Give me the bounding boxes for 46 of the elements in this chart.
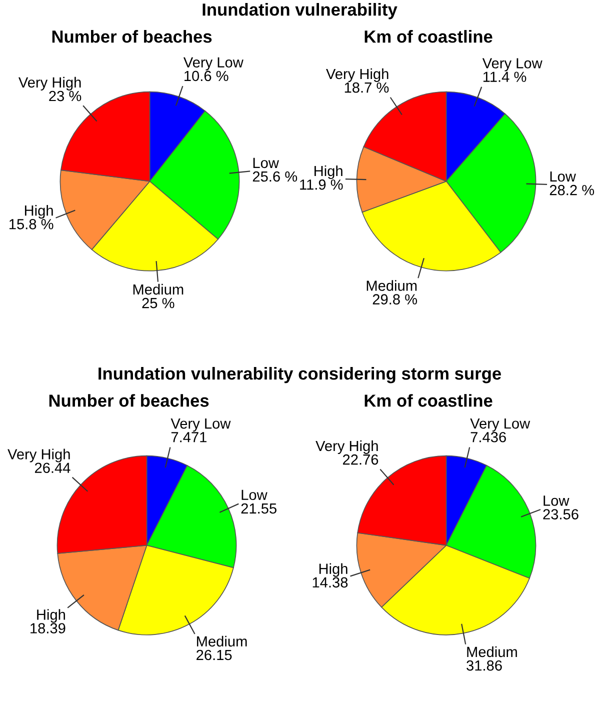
text: Inundation vulnerability considering storm surge — [98, 366, 502, 384]
slice-label: Medium — [133, 284, 184, 295]
slice-label: Low — [242, 490, 268, 500]
slice-label: Very High — [316, 440, 378, 454]
data-label: 28.2 % — [550, 184, 594, 196]
slice-label: Very Low — [470, 418, 530, 432]
data-label: 25.6 % — [252, 171, 298, 182]
slice-label: High — [314, 165, 342, 180]
data-label: 25 % — [142, 298, 174, 308]
slice-label: Low — [544, 496, 570, 506]
data-label: 7.436 — [470, 432, 506, 442]
data-label: 10.6 % — [184, 70, 228, 82]
data-label: 14.38 — [312, 577, 348, 588]
slice-label: High — [24, 205, 53, 219]
slice-label: Very Low — [482, 58, 542, 72]
data-label: 22.76 — [342, 454, 378, 465]
data-label: 29.8 % — [372, 294, 418, 304]
chart-title: Number of beaches — [49, 394, 209, 407]
data-label: 26.44 — [34, 462, 70, 474]
chart-title: Km of coastline — [364, 30, 492, 43]
slice-label: Low — [550, 171, 576, 182]
data-label: 26.15 — [196, 650, 232, 660]
data-label: 31.86 — [466, 660, 502, 671]
data-label: 11.4 % — [483, 72, 526, 82]
slice-label: Very Low — [170, 418, 231, 432]
data-label: 21.55 — [241, 503, 276, 514]
data-label: 7.471 — [171, 432, 206, 442]
slice-label: Medium — [197, 636, 247, 647]
slice-label: Very Low — [183, 57, 244, 70]
slice-label: High — [37, 609, 65, 623]
data-label: 18.7 % — [344, 82, 389, 93]
data-label: 18.39 — [30, 623, 66, 634]
slice-label: High — [319, 563, 348, 577]
slice-label: Very High — [8, 448, 70, 462]
chart-title: Number of beaches — [52, 30, 212, 43]
data-label: 15.8 % — [9, 218, 54, 230]
slice-label: Very High — [326, 68, 388, 82]
data-label: 11.9 % — [300, 179, 343, 190]
slice-label: Medium — [366, 280, 417, 291]
text: Inundation vulnerability — [202, 3, 398, 20]
slice-label: Medium — [467, 646, 517, 658]
chart-title: Km of coastline — [364, 394, 492, 407]
slice-label: Very High — [18, 76, 81, 90]
slice-label: Low — [253, 158, 279, 168]
data-label: 23.56 — [543, 509, 578, 520]
data-label: 23 % — [49, 90, 82, 102]
